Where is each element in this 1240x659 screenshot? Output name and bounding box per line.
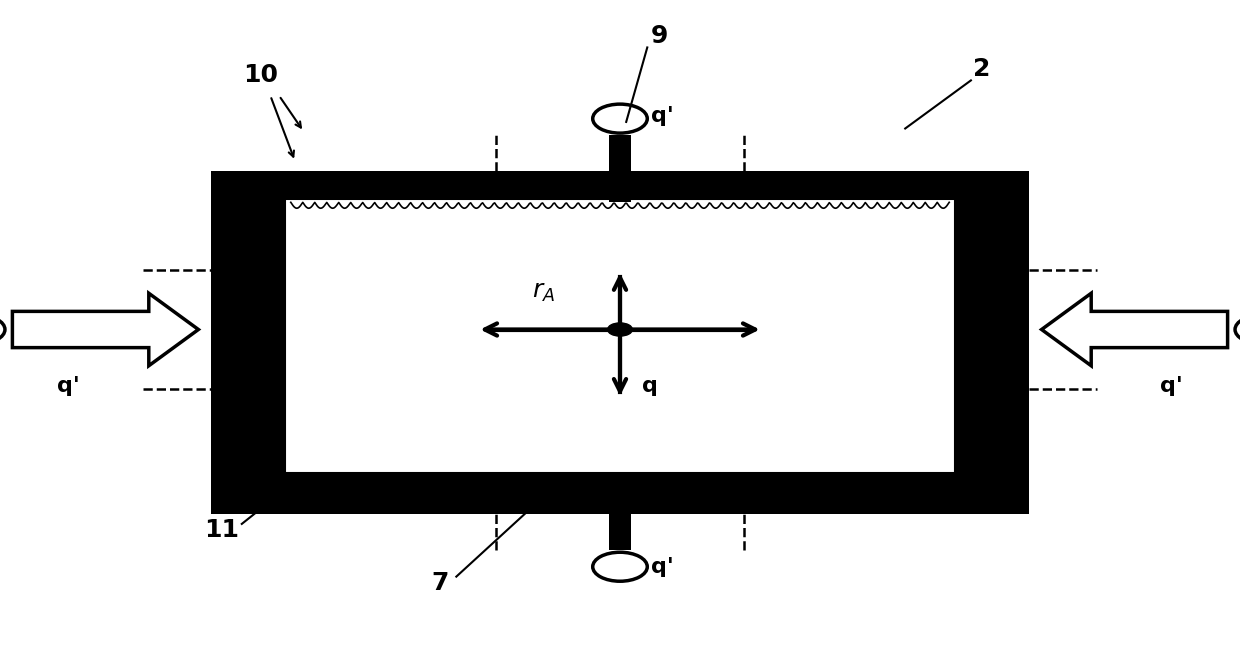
Text: q: q	[642, 376, 658, 395]
Polygon shape	[12, 293, 198, 366]
Text: q': q'	[57, 376, 79, 396]
Bar	[609, 473, 631, 550]
Circle shape	[608, 323, 632, 336]
Text: q': q'	[651, 558, 673, 577]
Text: q': q'	[1161, 376, 1183, 396]
Text: 11: 11	[205, 518, 239, 542]
Text: 9: 9	[651, 24, 668, 48]
Circle shape	[0, 315, 5, 344]
Circle shape	[593, 104, 647, 133]
Circle shape	[593, 552, 647, 581]
Text: $r_A$: $r_A$	[532, 281, 556, 304]
Polygon shape	[1042, 293, 1228, 366]
Circle shape	[1235, 315, 1240, 344]
Text: 10: 10	[243, 63, 278, 88]
Text: 7: 7	[432, 571, 449, 595]
Bar	[284, 199, 956, 473]
Text: 2: 2	[973, 57, 991, 81]
Bar	[211, 171, 1029, 514]
Bar	[609, 135, 631, 202]
Text: q': q'	[651, 106, 673, 126]
